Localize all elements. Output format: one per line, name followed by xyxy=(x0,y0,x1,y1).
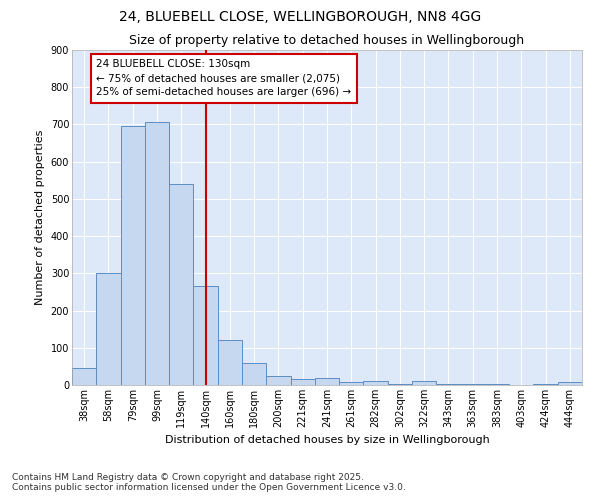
Y-axis label: Number of detached properties: Number of detached properties xyxy=(35,130,45,305)
Bar xyxy=(485,384,509,385)
Bar xyxy=(412,382,436,385)
Bar xyxy=(364,382,388,385)
Bar xyxy=(72,368,96,385)
Bar xyxy=(388,384,412,385)
Bar xyxy=(193,286,218,385)
Bar xyxy=(96,274,121,385)
Bar xyxy=(121,126,145,385)
Bar xyxy=(558,382,582,385)
Bar xyxy=(315,378,339,385)
Text: 24 BLUEBELL CLOSE: 130sqm
← 75% of detached houses are smaller (2,075)
25% of se: 24 BLUEBELL CLOSE: 130sqm ← 75% of detac… xyxy=(96,60,352,98)
Bar xyxy=(290,380,315,385)
X-axis label: Distribution of detached houses by size in Wellingborough: Distribution of detached houses by size … xyxy=(164,436,490,446)
Bar xyxy=(218,340,242,385)
Text: Contains HM Land Registry data © Crown copyright and database right 2025.
Contai: Contains HM Land Registry data © Crown c… xyxy=(12,473,406,492)
Bar xyxy=(436,384,461,385)
Bar xyxy=(266,376,290,385)
Bar xyxy=(461,384,485,385)
Bar xyxy=(533,384,558,385)
Text: 24, BLUEBELL CLOSE, WELLINGBOROUGH, NN8 4GG: 24, BLUEBELL CLOSE, WELLINGBOROUGH, NN8 … xyxy=(119,10,481,24)
Title: Size of property relative to detached houses in Wellingborough: Size of property relative to detached ho… xyxy=(130,34,524,48)
Bar xyxy=(145,122,169,385)
Bar xyxy=(169,184,193,385)
Bar xyxy=(242,364,266,385)
Bar xyxy=(339,382,364,385)
